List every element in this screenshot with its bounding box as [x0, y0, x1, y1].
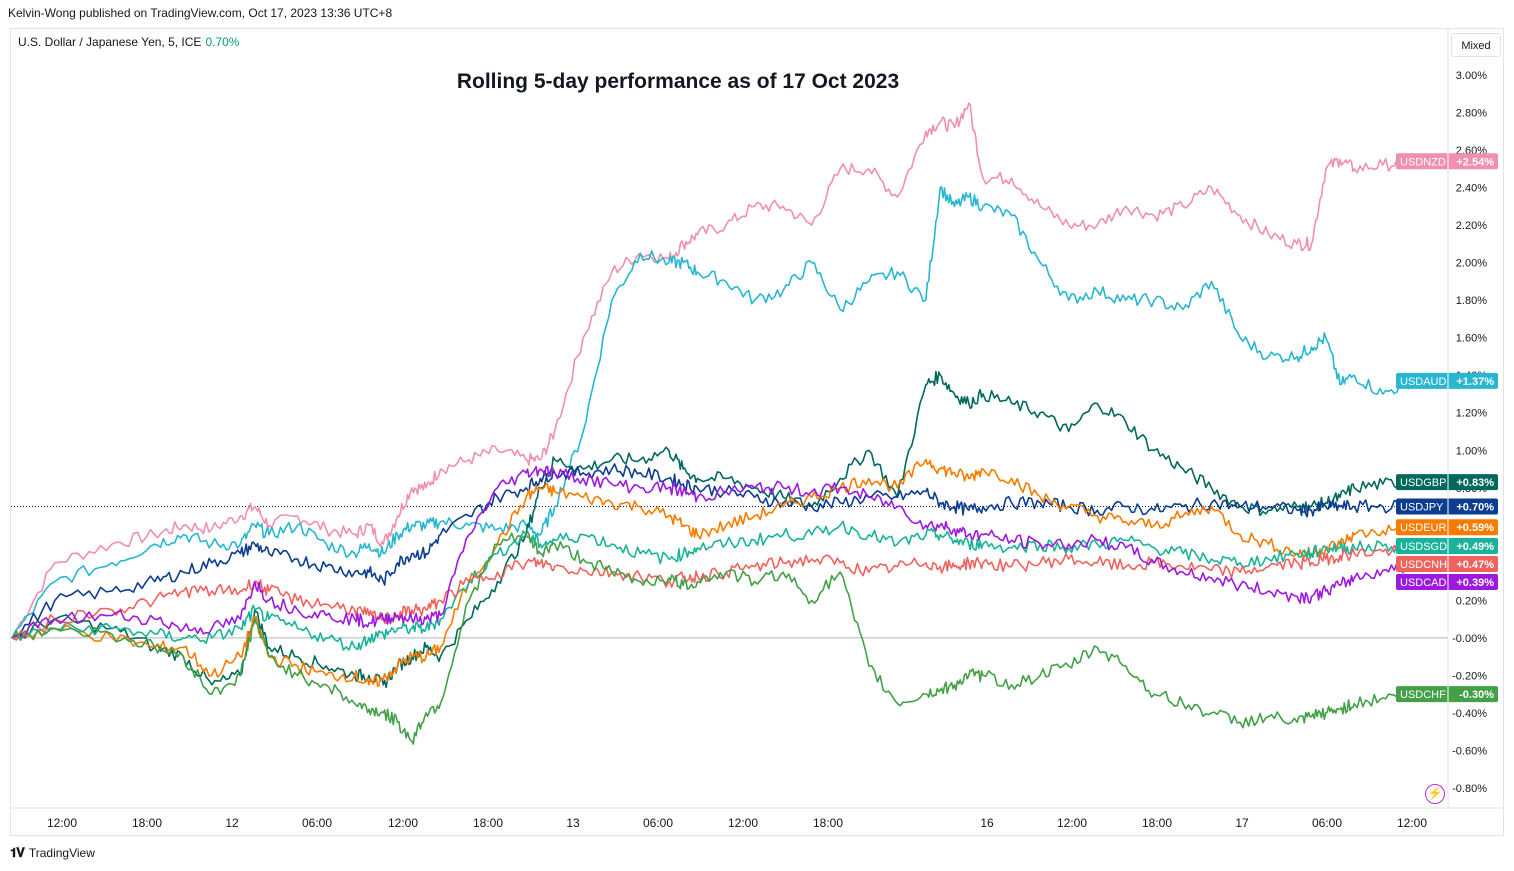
footer: 𝟏𝐕 TradingView [10, 845, 95, 861]
chart-frame [10, 28, 1504, 836]
publisher-line: Kelvin-Wong published on TradingView.com… [8, 6, 393, 20]
lightning-bolt-icon[interactable]: ⚡ [1425, 784, 1445, 804]
scale-mode-button[interactable]: Mixed [1451, 33, 1501, 57]
tradingview-logo-icon: 𝟏𝐕 [10, 845, 25, 860]
symbol-name: U.S. Dollar / Japanese Yen, 5, ICE [18, 35, 202, 49]
symbol-info[interactable]: U.S. Dollar / Japanese Yen, 5, ICE 0.70% [18, 35, 239, 49]
footer-brand: TradingView [28, 846, 95, 860]
symbol-change: 0.70% [205, 35, 240, 49]
